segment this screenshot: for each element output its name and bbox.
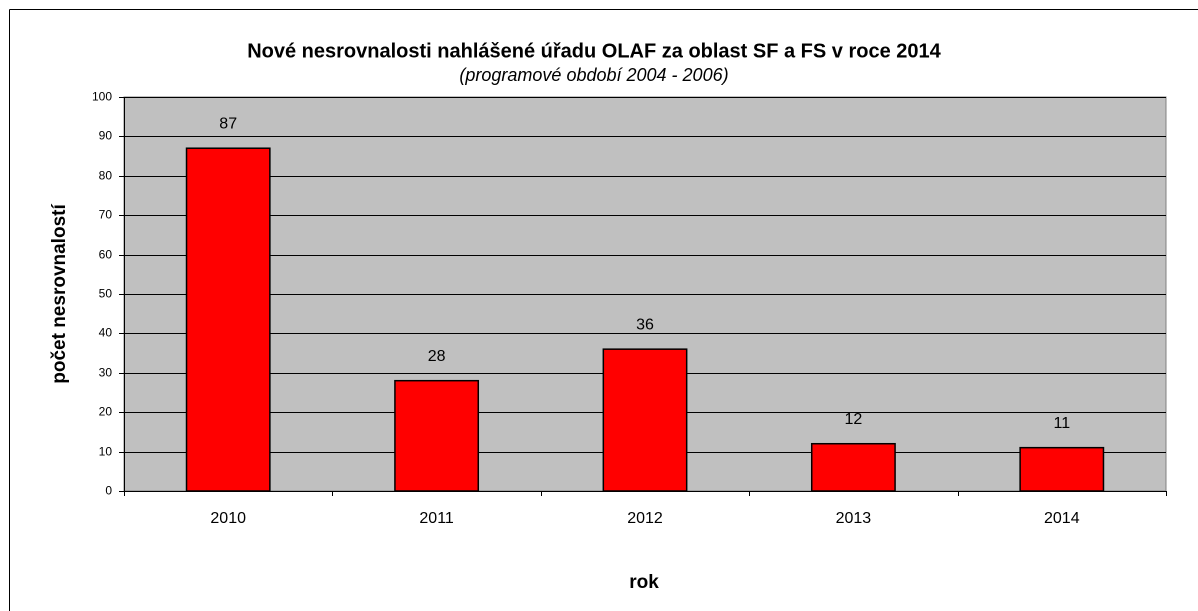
y-tick-label: 90 (99, 129, 113, 143)
x-tick-label: 2010 (210, 510, 246, 527)
x-axis-label: rok (629, 572, 659, 593)
y-tick-label: 30 (99, 366, 113, 380)
y-tick-label: 70 (99, 208, 113, 222)
x-tick-label: 2014 (1044, 510, 1080, 527)
x-tick-label: 2012 (627, 510, 663, 527)
data-label: 12 (845, 411, 863, 428)
data-label: 87 (219, 115, 237, 132)
x-tick-label: 2013 (836, 510, 872, 527)
y-axis-label: počet nesrovnalostí (49, 204, 70, 384)
y-tick-label: 60 (99, 248, 113, 262)
y-tick-label: 20 (99, 405, 113, 419)
y-tick-label: 50 (99, 287, 113, 301)
data-label: 28 (428, 348, 446, 365)
bar (185, 147, 271, 492)
y-tick-label: 0 (105, 484, 112, 498)
bar (810, 442, 896, 492)
chart-subtitle: (programové období 2004 - 2006) (459, 65, 728, 85)
data-label: 11 (1053, 415, 1070, 432)
bar (1019, 446, 1105, 492)
y-tick-label: 10 (99, 445, 113, 459)
bar (602, 348, 688, 492)
data-label: 36 (636, 316, 654, 333)
bar (394, 379, 480, 492)
y-tick-label: 100 (92, 90, 112, 104)
x-tick-label: 2011 (419, 510, 454, 527)
y-tick-label: 80 (99, 169, 113, 183)
y-tick-label: 40 (99, 326, 113, 340)
chart-title: Nové nesrovnalosti nahlášené úřadu OLAF … (247, 40, 941, 62)
